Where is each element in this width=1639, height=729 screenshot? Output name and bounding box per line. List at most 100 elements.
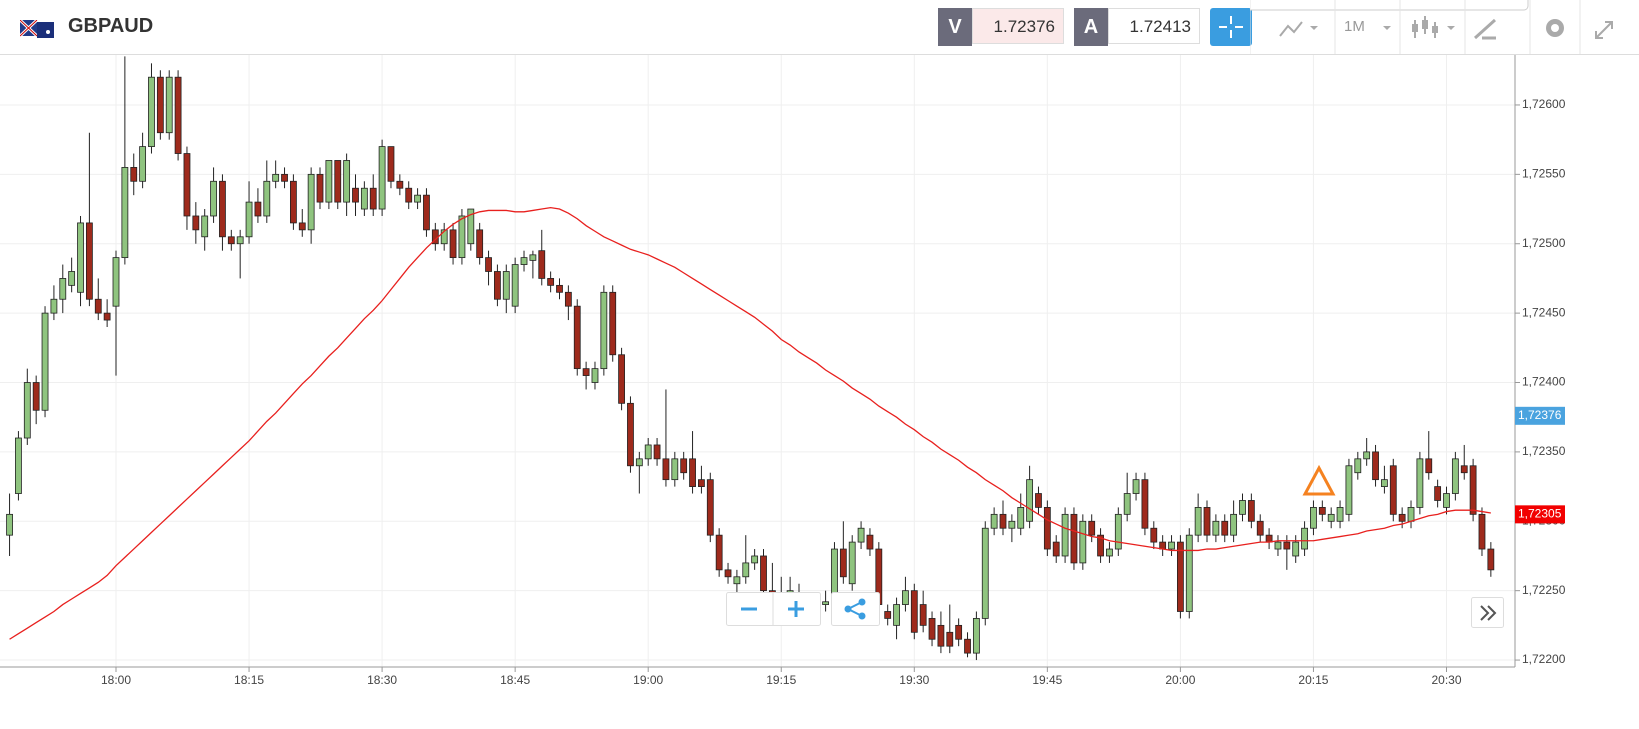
candle-body (946, 631, 954, 647)
candle-body (440, 229, 448, 245)
candle-body (1221, 520, 1229, 536)
candle-body (520, 257, 528, 265)
candle-body (529, 254, 537, 261)
candle-body (839, 548, 847, 578)
candle-body (1008, 520, 1016, 529)
candle-body (1274, 541, 1282, 550)
candle-body (733, 576, 741, 585)
alert-triangle[interactable] (1300, 464, 1338, 498)
candle-body (334, 160, 342, 203)
candle-body (1381, 479, 1388, 487)
candle-body (1407, 507, 1415, 522)
candle-body (272, 173, 280, 182)
candle-body (1043, 507, 1051, 550)
candle-body (1150, 527, 1158, 543)
y-tick-label: 1,72600 (1522, 97, 1566, 111)
candle-body (1026, 479, 1034, 522)
candle-body (1460, 465, 1468, 474)
price-tag-label: 1,72376 (1518, 408, 1562, 422)
candle-body (627, 402, 634, 467)
candle-body (1327, 513, 1335, 522)
ask-price[interactable]: 1.72413 (1108, 8, 1200, 44)
candle-body (999, 513, 1007, 529)
candle-body (449, 229, 457, 259)
candle-body (156, 76, 164, 134)
candle-body (1079, 520, 1087, 564)
candle-body (751, 555, 759, 564)
candle-body (236, 236, 244, 245)
candle-body (1159, 541, 1167, 550)
candle-body (866, 534, 874, 550)
candle-body (990, 513, 998, 529)
zoom-controls (726, 592, 880, 626)
candle-body (981, 527, 989, 619)
candle-body (263, 180, 271, 217)
candle-body (715, 534, 723, 571)
candle-body (289, 180, 297, 224)
candle-body (635, 458, 643, 467)
candle-body (1310, 507, 1317, 529)
candle-body (1336, 507, 1344, 522)
y-tick-label: 1,72550 (1522, 167, 1566, 181)
header: GBPAUD V 1.72376 A 1.72413 1M (0, 0, 1639, 55)
x-tick-label: 20:00 (1165, 673, 1195, 687)
candle-body (1354, 458, 1362, 474)
flag-icon (20, 20, 54, 38)
candle-body (662, 458, 670, 481)
candle-body (183, 153, 191, 217)
candle-body (298, 222, 306, 231)
bid-letter[interactable]: V (938, 8, 972, 46)
candle-body (130, 167, 138, 182)
candle-body (378, 146, 386, 210)
candle-body (857, 527, 865, 543)
candle-body (121, 167, 129, 259)
candle-body (1478, 513, 1486, 550)
bid-price[interactable]: 1.72376 (972, 8, 1064, 44)
candle-body (254, 201, 262, 217)
candle-body (671, 458, 679, 481)
y-tick-label: 1,72200 (1522, 652, 1566, 666)
candle-body (1398, 513, 1406, 522)
candle-body (148, 76, 155, 147)
y-tick-label: 1,72450 (1522, 305, 1566, 319)
candle-body (910, 590, 918, 633)
candle-body (742, 562, 750, 578)
candle-body (564, 291, 572, 307)
candle-body (680, 458, 688, 474)
candle-body (1168, 541, 1175, 550)
candle-body (1443, 493, 1450, 508)
crosshair-button[interactable] (1210, 8, 1252, 46)
candle-body (937, 624, 945, 647)
candle-body (1088, 520, 1096, 536)
scroll-right-button[interactable] (1471, 597, 1505, 629)
candle-body (600, 291, 608, 370)
candle-body (325, 160, 333, 203)
candle-body (210, 180, 217, 217)
candle-body (396, 180, 404, 189)
candle-body (1052, 541, 1060, 557)
candle-body (1292, 541, 1300, 557)
candle-body (494, 271, 501, 300)
candle-body (591, 368, 599, 383)
candle-body (502, 271, 510, 300)
candle-body (1061, 513, 1069, 557)
candle-body (653, 444, 661, 460)
x-tick-label: 18:30 (367, 673, 397, 687)
candle-body (68, 271, 76, 286)
candle-body (848, 541, 856, 585)
candle-body (1265, 534, 1273, 543)
candle-body (6, 513, 13, 536)
candle-body (884, 611, 892, 619)
timeframe[interactable]: 1M (1344, 18, 1365, 35)
x-tick-label: 18:15 (234, 673, 264, 687)
ask-letter[interactable]: A (1074, 8, 1108, 46)
candle-body (1106, 548, 1113, 557)
candle-body (103, 312, 111, 321)
candle-body (760, 555, 767, 592)
candle-body (902, 590, 909, 605)
x-tick-label: 19:30 (899, 673, 929, 687)
candle-body (1230, 513, 1238, 536)
candle-body (689, 458, 696, 487)
